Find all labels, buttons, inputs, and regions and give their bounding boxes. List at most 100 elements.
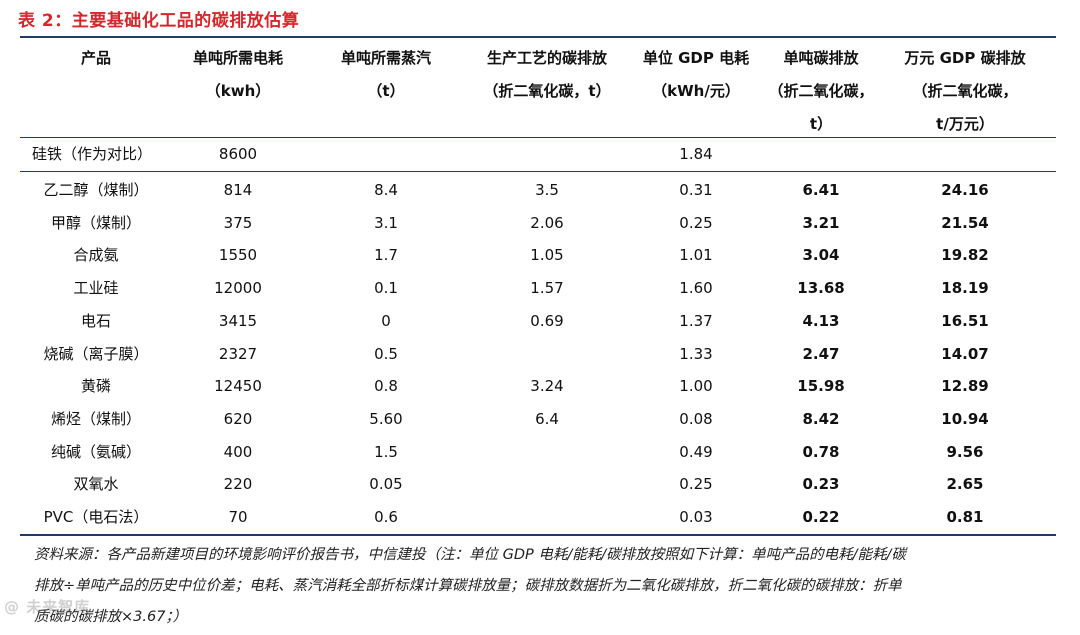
cell-gdp-carbon: 12.89 (941, 377, 989, 396)
cell-ton-carbon: 4.13 (802, 311, 840, 330)
cell-steam: 0.05 (369, 475, 403, 494)
table-row: 纯碱（氨碱） 400 1.5 0.49 0.78 9.56 (20, 436, 1056, 469)
column-header: 产品 (6, 42, 186, 75)
source-line: 排放÷单吨产品的历史中位价差；电耗、蒸汽消耗全部折标煤计算碳排放量；碳排放数据折… (34, 578, 902, 594)
column-header: 单吨所需蒸汽 （t） (296, 42, 476, 108)
cell-process (467, 138, 627, 171)
column-header-line: （折二氧化碳， (768, 82, 874, 100)
reference-rule (20, 171, 1056, 172)
cell-steam (306, 138, 466, 171)
column-header-line: t） (809, 115, 833, 133)
column-header-line: 单吨所需蒸汽 (340, 49, 431, 67)
table-title: 表 2：主要基础化工品的碳排放估算 (18, 11, 300, 31)
bottom-rule (20, 534, 1056, 536)
column-header: 单吨碳排放 （折二氧化碳， t） (731, 42, 911, 141)
cell-gdp-carbon: 9.56 (946, 442, 984, 461)
table-row: 乙二醇（煤制） 814 8.4 3.5 0.31 6.41 24.16 (20, 174, 1056, 207)
cell-process: 3.24 (530, 377, 564, 396)
column-header-line: 单吨碳排放 (783, 49, 859, 67)
column-header-line: （折二氧化碳， (912, 82, 1018, 100)
cell-product: 乙二醇（煤制） (43, 181, 149, 199)
cell-ton-carbon: 13.68 (797, 279, 845, 298)
cell-steam: 8.4 (374, 181, 398, 199)
cell-product: 烯烃（煤制） (50, 409, 141, 428)
column-header-line: 单位 GDP 电耗 (642, 49, 750, 67)
cell-process (467, 338, 627, 371)
cell-product: 甲醇（煤制） (50, 213, 141, 232)
cell-gdp-power: 0.08 (679, 409, 713, 428)
cell-power: 400 (223, 442, 253, 461)
cell-power: 70 (228, 508, 248, 526)
cell-process (467, 501, 627, 534)
cell-ton-carbon: 0.23 (802, 475, 840, 494)
cell-gdp-carbon: 19.82 (941, 246, 989, 265)
cell-gdp-carbon: 10.94 (941, 409, 989, 428)
cell-ton-carbon: 3.04 (802, 246, 840, 265)
table-row: 黄磷 12450 0.8 3.24 1.00 15.98 12.89 (20, 370, 1056, 403)
cell-product: 电石 (80, 311, 111, 330)
column-header-line: （kwh） (205, 82, 271, 100)
cell-process (467, 436, 627, 469)
cell-process: 2.06 (530, 213, 564, 232)
column-header: 单位 GDP 电耗 （kWh/元） (606, 42, 786, 108)
cell-steam: 0 (381, 311, 391, 330)
table-row: 电石 3415 0 0.69 1.37 4.13 16.51 (20, 305, 1056, 338)
table-row: 烯烃（煤制） 620 5.60 6.4 0.08 8.42 10.94 (20, 403, 1056, 436)
cell-product: 工业硅 (73, 279, 119, 298)
column-header-line: 万元 GDP 碳排放 (904, 49, 1026, 67)
cell-product: 双氧水 (73, 475, 119, 494)
cell-steam: 1.7 (374, 246, 398, 265)
cell-ton-carbon: 15.98 (797, 377, 845, 396)
column-header: 生产工艺的碳排放 （折二氧化碳，t） (457, 42, 637, 108)
cell-ton-carbon (741, 138, 901, 171)
cell-gdp-carbon: 21.54 (941, 213, 989, 232)
cell-gdp-power: 0.03 (679, 508, 713, 526)
column-header-line: （折二氧化碳，t） (483, 82, 611, 100)
cell-gdp-carbon: 14.07 (941, 344, 989, 363)
cell-process: 1.05 (530, 246, 564, 265)
cell-process: 3.5 (535, 181, 559, 199)
cell-product: 烧碱（离子膜） (43, 344, 149, 363)
cell-ton-carbon: 0.22 (802, 508, 840, 526)
cell-product: 纯碱（氨碱） (50, 442, 141, 461)
cell-product: 黄磷 (80, 377, 111, 396)
cell-power: 375 (223, 213, 253, 232)
column-header: 万元 GDP 碳排放 （折二氧化碳， t/万元） (875, 42, 1055, 141)
cell-gdp-power: 1.37 (679, 311, 713, 330)
cell-gdp-power: 1.00 (679, 377, 713, 396)
cell-process (467, 468, 627, 501)
cell-power: 1550 (218, 246, 258, 265)
table-row: 双氧水 220 0.05 0.25 0.23 2.65 (20, 468, 1056, 501)
cell-gdp-power: 0.49 (679, 442, 713, 461)
cell-gdp-carbon: 16.51 (941, 311, 989, 330)
cell-power: 620 (223, 409, 253, 428)
source-line: 资料来源：各产品新建项目的环境影响评价报告书，中信建投（注：单位 GDP 电耗/… (34, 547, 906, 563)
cell-steam: 1.5 (374, 442, 398, 461)
cell-steam: 5.60 (369, 409, 403, 428)
table-row: 烧碱（离子膜） 2327 0.5 1.33 2.47 14.07 (20, 338, 1056, 371)
cell-gdp-power: 0.31 (679, 181, 713, 199)
column-header-line: （kWh/元） (652, 82, 740, 100)
cell-power: 2327 (218, 344, 258, 363)
column-header-line: 生产工艺的碳排放 (486, 49, 607, 67)
cell-gdp-power: 0.25 (679, 475, 713, 494)
table-row: PVC（电石法） 70 0.6 0.03 0.22 0.81 (20, 501, 1056, 534)
source-note: 资料来源：各产品新建项目的环境影响评价报告书，中信建投（注：单位 GDP 电耗/… (34, 540, 1044, 633)
column-header-line: 产品 (80, 49, 111, 67)
table-row: 工业硅 12000 0.1 1.57 1.60 13.68 18.19 (20, 272, 1056, 305)
cell-process: 6.4 (535, 409, 559, 428)
cell-gdp-carbon: 2.65 (946, 475, 984, 494)
cell-product: 合成氨 (73, 246, 119, 265)
cell-gdp-carbon: 24.16 (941, 181, 989, 199)
cell-power: 814 (223, 181, 253, 199)
table-row: 甲醇（煤制） 375 3.1 2.06 0.25 3.21 21.54 (20, 207, 1056, 240)
watermark-logo: @ 未来智库 (4, 598, 91, 616)
cell-process: 0.69 (530, 311, 564, 330)
cell-gdp-power: 1.84 (679, 145, 713, 163)
cell-process: 1.57 (530, 279, 564, 298)
cell-gdp-power: 0.25 (679, 213, 713, 232)
cell-power: 12450 (214, 377, 262, 396)
column-header-line: （t） (367, 82, 405, 100)
cell-gdp-carbon: 0.81 (946, 508, 984, 526)
cell-steam: 3.1 (374, 213, 398, 232)
